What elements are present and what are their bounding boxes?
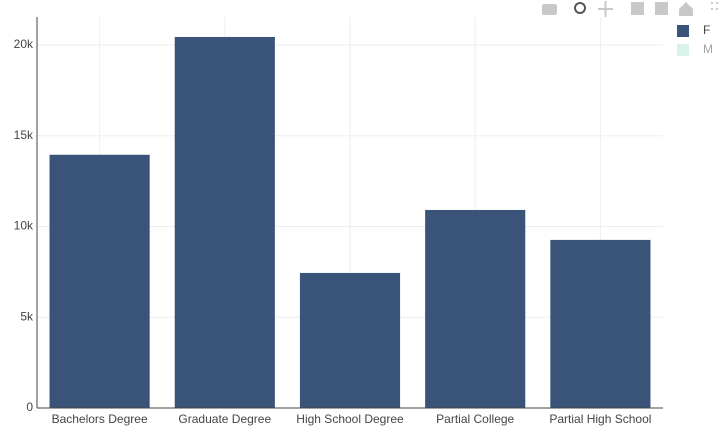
zoom-out-icon[interactable]: [655, 2, 668, 15]
x-tick-label: High School Degree: [296, 412, 404, 426]
x-tick-label: Partial College: [436, 412, 514, 426]
camera-icon[interactable]: [542, 4, 557, 15]
y-tick-label: 5k: [20, 309, 34, 323]
x-tick-label: Bachelors Degree: [52, 412, 148, 426]
bar: [299, 272, 401, 408]
y-tick-label: 0: [26, 400, 33, 414]
modebar[interactable]: [542, 1, 718, 17]
x-tick-label: Graduate Degree: [178, 412, 271, 426]
y-tick-label: 20k: [14, 37, 34, 51]
x-tick-label: Partial High School: [549, 412, 651, 426]
zoom-icon[interactable]: [574, 2, 586, 14]
bar: [550, 239, 651, 408]
bar: [49, 154, 150, 408]
y-tick-label: 15k: [14, 128, 34, 142]
legend-swatch[interactable]: [677, 25, 689, 37]
legend-label[interactable]: F: [703, 23, 710, 37]
y-tick-label: 10k: [14, 219, 34, 233]
legend-swatch[interactable]: [677, 44, 689, 56]
pan-icon[interactable]: [598, 1, 613, 17]
legend-label[interactable]: M: [703, 42, 713, 56]
bar: [174, 36, 275, 409]
home-icon[interactable]: [679, 2, 693, 16]
spikes-icon[interactable]: [711, 2, 718, 10]
bar: [425, 209, 526, 408]
zoom-in-icon[interactable]: [631, 2, 644, 15]
